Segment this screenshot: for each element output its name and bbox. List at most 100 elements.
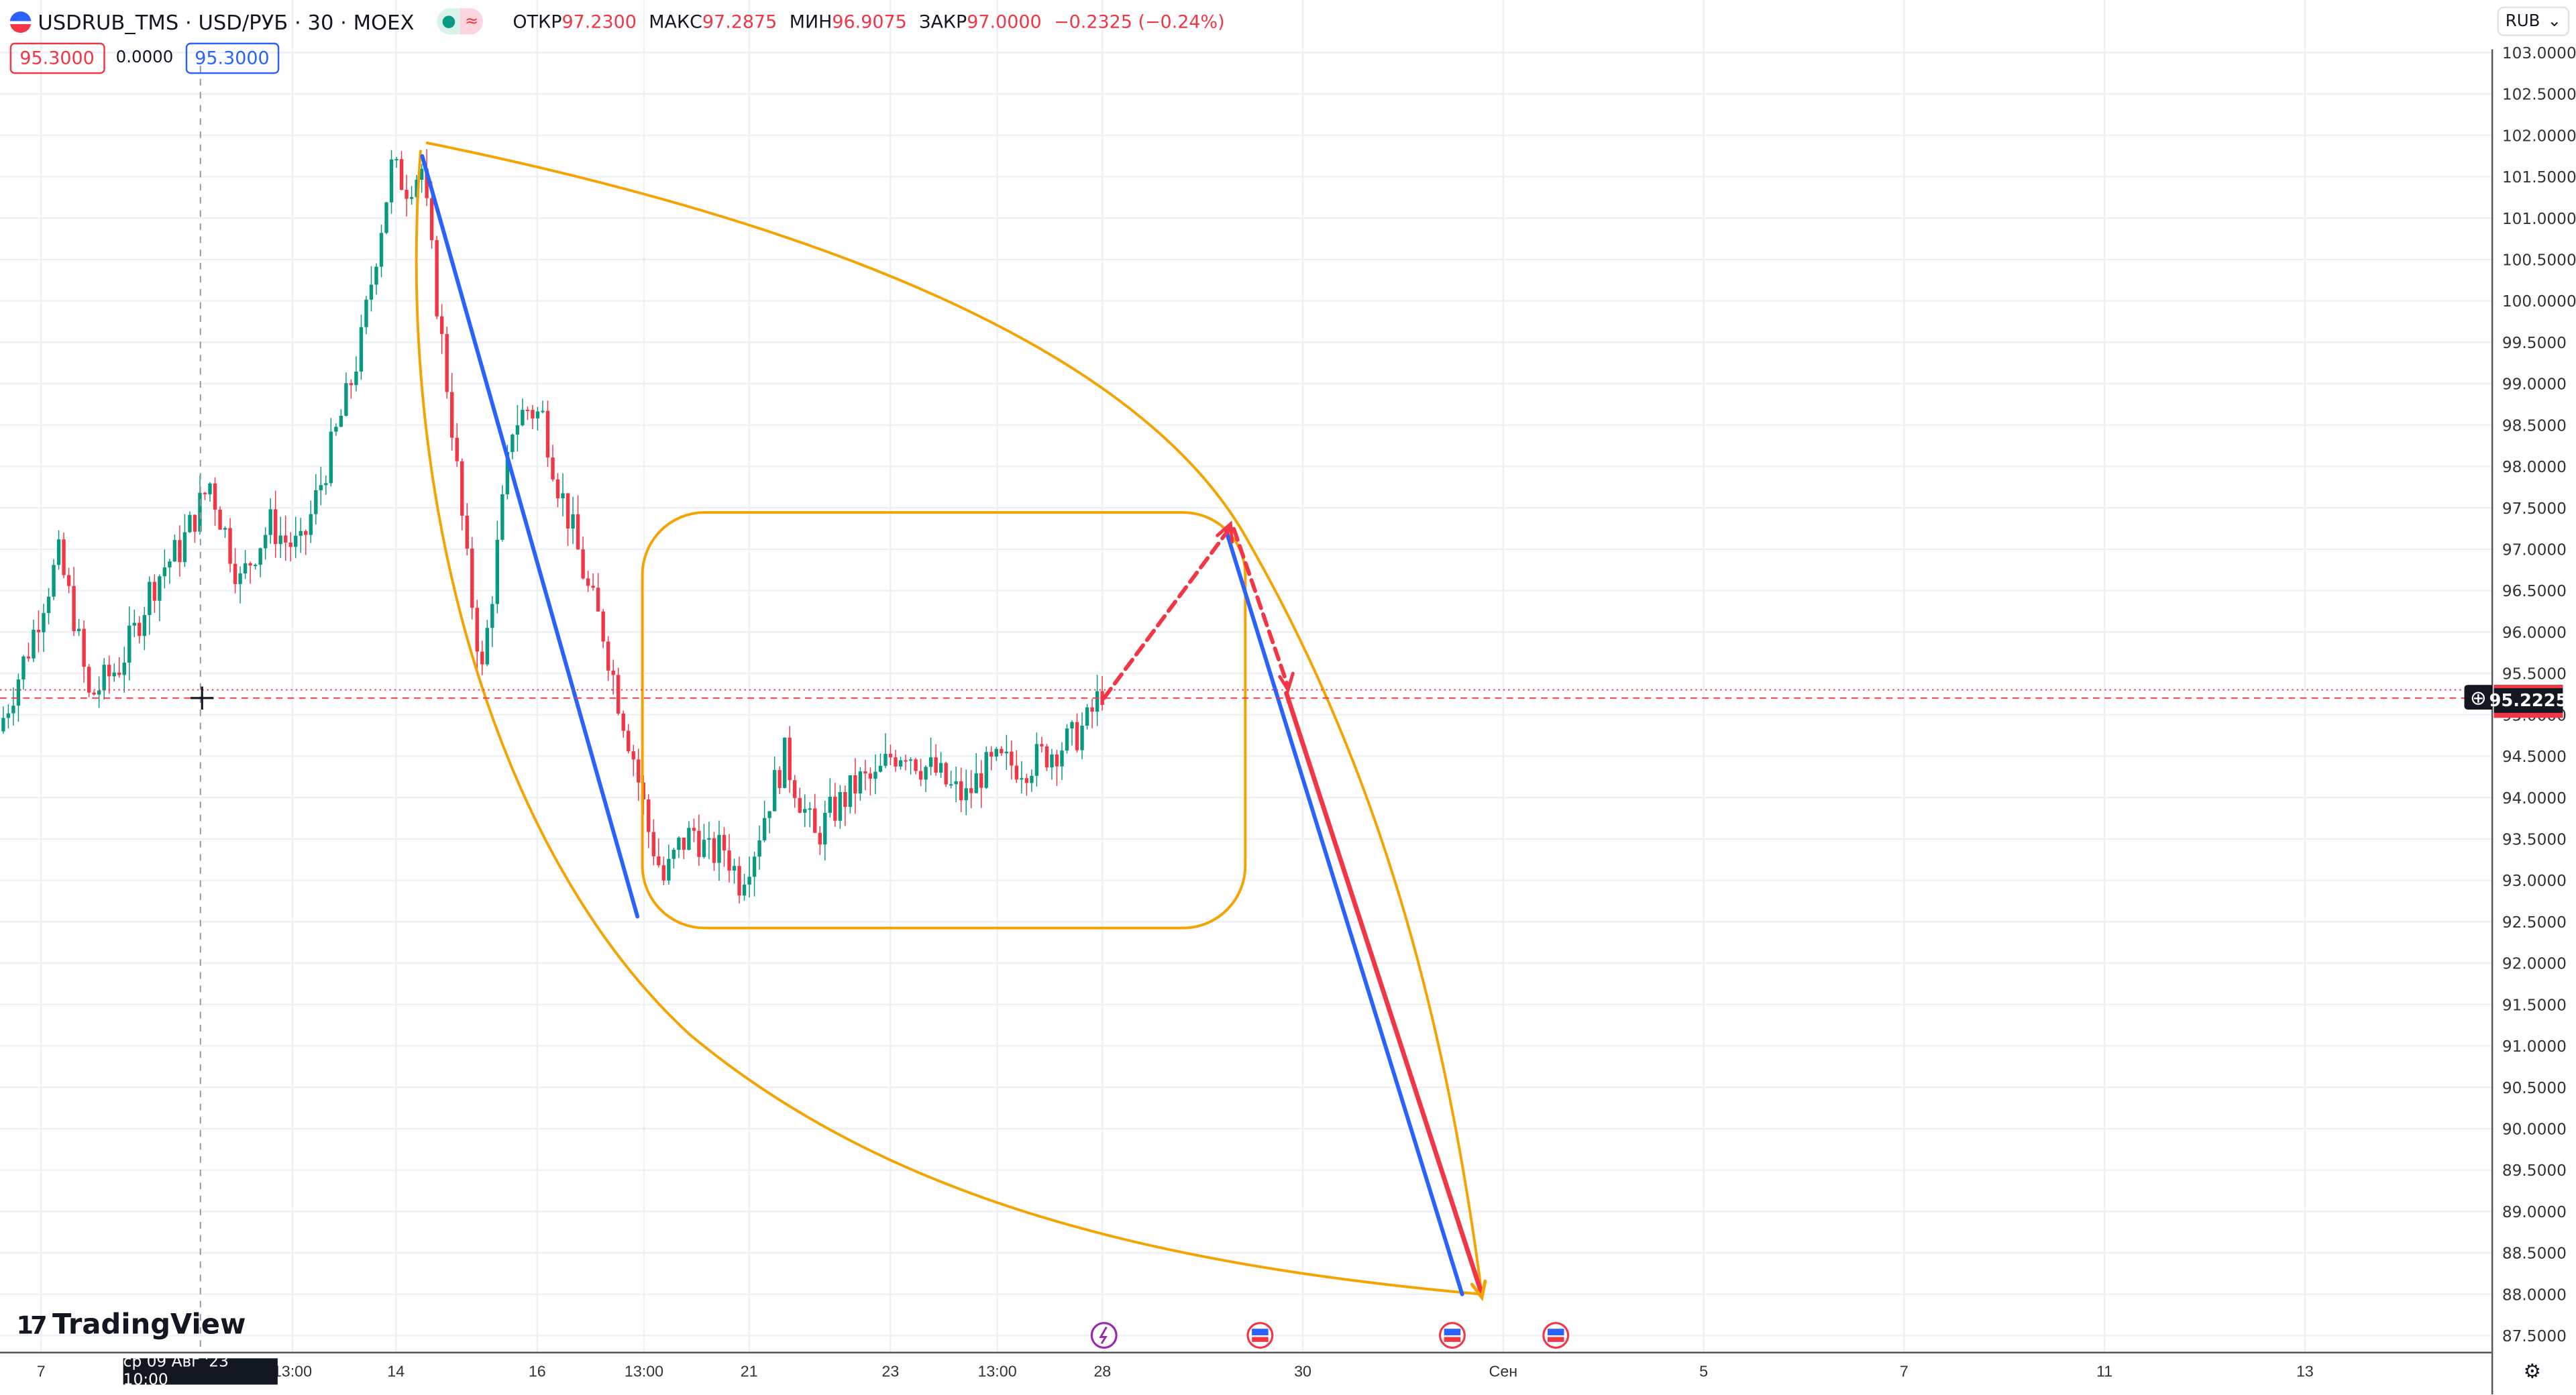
y-tick-label: 98.5000 (2502, 416, 2567, 435)
drawing-blue-line-2 (1224, 526, 1464, 1296)
x-tick-label: 28 (1093, 1362, 1111, 1380)
economic-event-flag-icon[interactable] (1246, 1322, 1274, 1349)
candle-body (485, 628, 490, 665)
candle-body (1000, 748, 1004, 754)
candle-body (172, 540, 177, 562)
candle-body (586, 578, 590, 586)
candle-body (631, 751, 635, 760)
y-tick-label: 102.0000 (2502, 127, 2576, 145)
candle-body (994, 748, 998, 757)
candle-body (1065, 728, 1069, 751)
candle-body (677, 838, 681, 850)
candle-body (782, 737, 787, 788)
candle-body (672, 850, 676, 859)
candle-body (415, 180, 419, 197)
candle-body (1095, 691, 1099, 712)
candle-body (182, 532, 187, 563)
candle-body (208, 483, 212, 494)
candle-body (349, 383, 354, 386)
candle-body (621, 713, 625, 731)
candle-body (894, 757, 898, 767)
drawing-red-line (1284, 691, 1485, 1297)
candle-body (637, 759, 641, 783)
candle-body (384, 202, 388, 233)
candle-body (87, 667, 91, 693)
settings-gear-icon[interactable]: ⚙ (2523, 1359, 2542, 1384)
y-tick-label: 100.0000 (2502, 292, 2576, 311)
add-alert-plus-icon[interactable]: ⊕ (2464, 685, 2493, 710)
symbol-title[interactable]: USDRUB_TMS · USD/РУБ · 30 · MOEX (38, 9, 415, 34)
x-tick-label: 13:00 (977, 1362, 1016, 1380)
candle-body (334, 427, 338, 432)
tradingview-logo[interactable]: 17 TradingView (16, 1309, 246, 1342)
candle-body (959, 781, 963, 801)
buy-button[interactable]: 95.3000 (184, 42, 280, 74)
economic-event-flag-icon[interactable] (1438, 1322, 1466, 1349)
candle-body (107, 665, 111, 677)
drawing-red-dashed-arrow-down (1232, 526, 1290, 689)
candle-body (309, 514, 313, 535)
candle-body (238, 573, 242, 584)
candle-body (868, 773, 873, 779)
candle-body (1, 718, 5, 732)
drawing-orange-arc-upper (425, 142, 1483, 1296)
candle-body (767, 811, 771, 818)
candle-body (661, 865, 666, 881)
candle-body (818, 832, 822, 845)
x-tick-label: 7 (37, 1362, 46, 1380)
candle-body (46, 596, 51, 614)
candle-body (651, 832, 655, 856)
candle-body (596, 588, 600, 612)
candle-body (500, 494, 504, 540)
market-status[interactable]: ● ≈ (437, 8, 484, 35)
candle-body (762, 818, 767, 841)
candle-body (82, 628, 86, 667)
candle-body (833, 796, 837, 821)
y-tick-label: 90.5000 (2502, 1079, 2567, 1097)
y-tick-label: 97.5000 (2502, 500, 2567, 518)
candle-body (92, 692, 96, 695)
candle-body (203, 492, 207, 494)
candle-body (647, 799, 651, 832)
candle-body (369, 284, 374, 300)
candle-body (127, 625, 131, 663)
candle-body (399, 159, 404, 190)
ohlc-values: ОТКР97.2300 МАКС97.2875 МИН96.9075 ЗАКР9… (513, 10, 1225, 32)
candle-body (908, 759, 913, 761)
candle-body (304, 531, 308, 535)
candle-body (168, 561, 172, 568)
sell-button[interactable]: 95.3000 (9, 42, 105, 74)
tradingview-logo-icon: 17 (16, 1310, 47, 1341)
candle-body (1075, 722, 1079, 750)
candle-body (505, 451, 510, 495)
economic-event-flag-icon[interactable] (1542, 1322, 1570, 1349)
candle-body (924, 767, 928, 780)
candle-body (405, 189, 409, 199)
y-tick-label: 96.0000 (2502, 624, 2567, 642)
candle-body (394, 159, 398, 161)
earnings-event-icon[interactable] (1090, 1322, 1118, 1349)
y-tick-label: 99.5000 (2502, 334, 2567, 352)
candle-body (788, 737, 792, 781)
candle-body (278, 535, 282, 545)
y-tick-label: 88.5000 (2502, 1245, 2567, 1263)
candle-body (1085, 707, 1089, 726)
candle-body (717, 834, 721, 863)
candle-body (288, 542, 292, 547)
y-tick-label: 100.5000 (2502, 252, 2576, 270)
candle-body (299, 531, 303, 536)
currency-select[interactable]: RUB ⌄ (2497, 6, 2570, 36)
candle-body (808, 808, 812, 810)
candle-body (853, 775, 857, 794)
candle-body (329, 431, 333, 484)
candle-body (16, 679, 21, 706)
x-tick-label: 23 (881, 1362, 899, 1380)
candle-body (918, 771, 923, 780)
candle-body (702, 840, 706, 857)
candle-body (566, 493, 570, 529)
candle-body (1055, 754, 1059, 767)
candle-body (148, 581, 152, 616)
candle-body (425, 168, 429, 199)
candle-body (848, 775, 853, 807)
